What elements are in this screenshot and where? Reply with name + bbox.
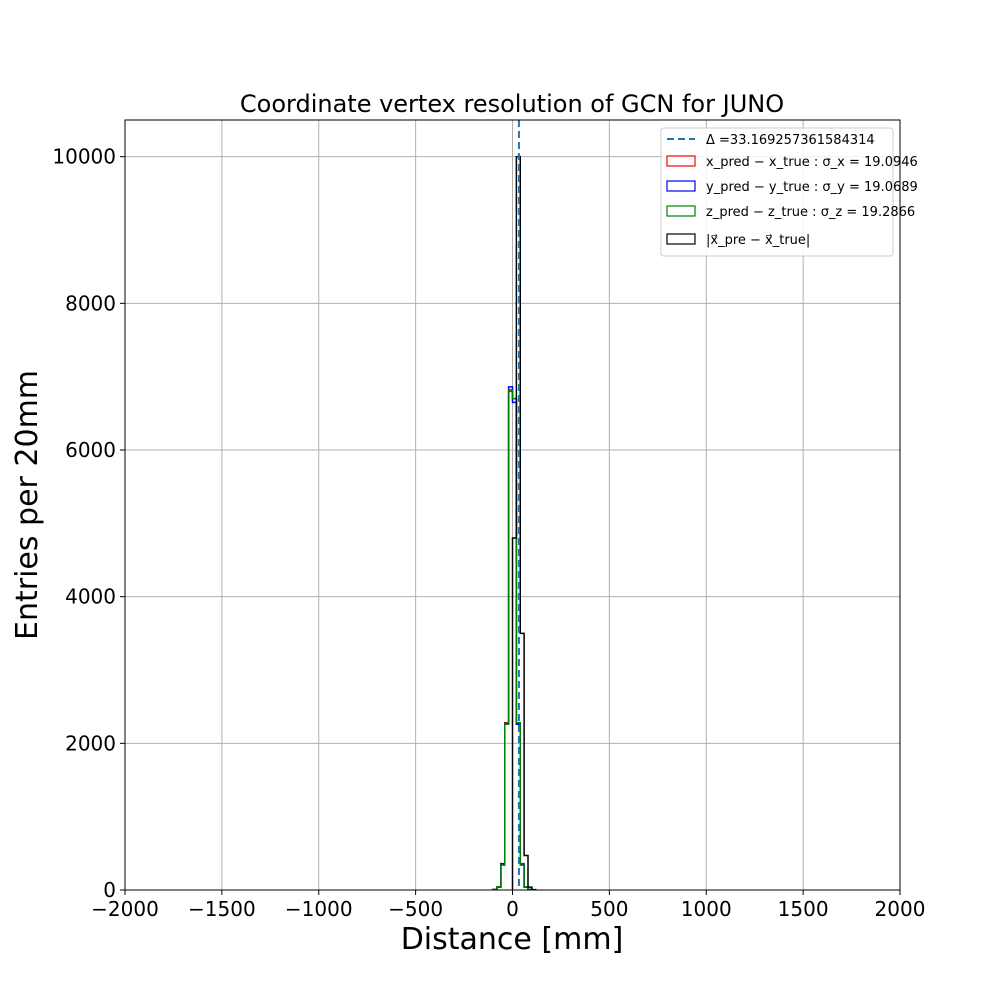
legend-patch-swatch [666, 180, 696, 192]
y-tick-label: 0 [103, 878, 116, 902]
x-tick-label: −2000 [91, 897, 159, 921]
x-tick-label: 2000 [875, 897, 926, 921]
x-tick-label: −500 [388, 897, 443, 921]
legend-patch-swatch [666, 205, 696, 217]
legend-entry-series: z_pred − z_true : σ_z = 19.2866 [706, 205, 915, 220]
y-tick-label: 8000 [65, 291, 116, 315]
y-tick-label: 4000 [65, 585, 116, 609]
x-axis-label: Distance [mm] [401, 922, 624, 957]
grid-layer [124, 120, 901, 891]
histogram-series-3 [492, 389, 533, 891]
legend-patch-swatch [666, 155, 696, 167]
series-layer [492, 155, 537, 891]
legend-entry-series: |x⃗_pre − x⃗_true| [706, 233, 810, 248]
legend-entry-series: x_pred − x_true : σ_x = 19.0946 [706, 155, 918, 170]
x-tick-label: −1500 [188, 897, 256, 921]
y-axis-label: Entries per 20mm [10, 370, 45, 640]
legend-patch-swatch [666, 233, 696, 245]
x-tick-label: −1000 [285, 897, 353, 921]
x-tick-label: 0 [506, 897, 519, 921]
legend-entry-delta: Δ =33.169257361584314 [706, 133, 875, 148]
legend: Δ =33.169257361584314 x_pred − x_true : σ… [660, 127, 918, 257]
x-tick-label: 500 [590, 897, 628, 921]
x-tick-label: 1000 [681, 897, 732, 921]
legend-box [660, 127, 894, 257]
y-tick-label: 2000 [65, 731, 116, 755]
legend-entry-series: y_pred − y_true : σ_y = 19.0689 [706, 180, 918, 195]
y-tick-label: 10000 [52, 145, 116, 169]
chart-title: Coordinate vertex resolution of GCN for … [240, 90, 784, 118]
y-tick-label: 6000 [65, 438, 116, 462]
x-tick-label: 1500 [778, 897, 829, 921]
tick-layer: −2000 −1500 −1000 −500 0 500 1000 1500 2000 0 2000… [52, 145, 925, 921]
histogram-series-4 [511, 155, 537, 891]
